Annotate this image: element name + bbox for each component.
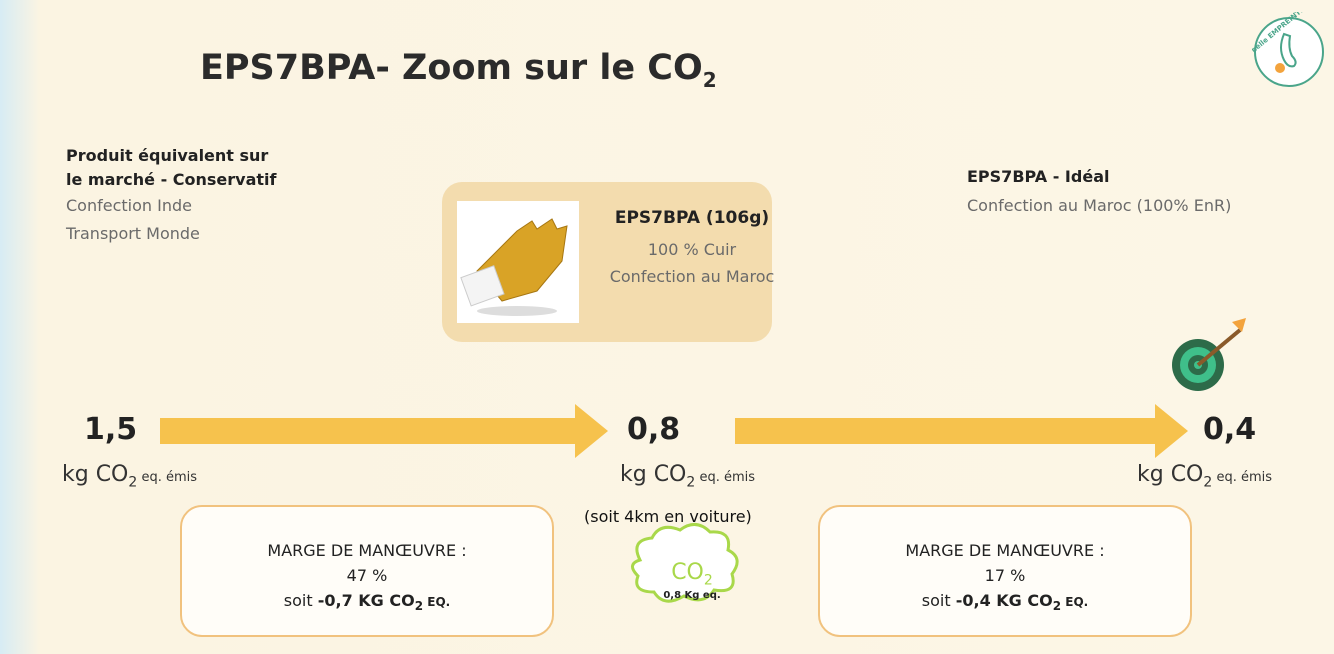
unit-suffix: eq. émis	[137, 470, 197, 485]
unit-sub: 2	[1203, 474, 1212, 490]
note: (soit 4km en voiture)	[584, 507, 752, 526]
arrow	[735, 404, 1188, 458]
unit: kg CO	[1137, 462, 1203, 487]
margin-value: soit -0,4 KG CO2 EQ.	[820, 591, 1190, 613]
margin-percent: 47 %	[182, 566, 552, 585]
point-value: 0,4	[1203, 412, 1256, 447]
margin-title: MARGE DE MANŒUVRE :	[182, 541, 552, 560]
point-value: 0,8	[627, 412, 680, 447]
margin-amount: -0,7 KG CO	[318, 591, 415, 610]
margin-box: MARGE DE MANŒUVRE : 47 % soit -0,7 KG CO…	[180, 505, 554, 637]
margin-suffix: EQ.	[423, 595, 450, 609]
arrow	[160, 404, 608, 458]
cloud-sub: 2	[704, 572, 713, 588]
point-unit: kg CO2 eq. émis	[62, 462, 197, 490]
unit: kg CO	[620, 462, 686, 487]
margin-value: soit -0,7 KG CO2 EQ.	[182, 591, 552, 613]
margin-suffix: EQ.	[1061, 595, 1088, 609]
point-unit: kg CO2 eq. émis	[1137, 462, 1272, 490]
cloud-text: CO2	[640, 560, 744, 588]
unit-suffix: eq. émis	[695, 470, 755, 485]
unit-sub: 2	[686, 474, 695, 490]
target-icon	[1172, 318, 1246, 391]
point-unit: kg CO2 eq. émis	[620, 462, 755, 490]
margin-sub: 2	[415, 599, 423, 613]
margin-amount: -0,4 KG CO	[956, 591, 1053, 610]
margin-prefix: soit	[922, 591, 956, 610]
margin-title: MARGE DE MANŒUVRE :	[820, 541, 1190, 560]
unit-sub: 2	[128, 474, 137, 490]
margin-prefix: soit	[284, 591, 318, 610]
slide: EPS7BPA- Zoom sur le CO2 La belle EMPREI…	[0, 0, 1334, 654]
margin-box: MARGE DE MANŒUVRE : 17 % soit -0,4 KG CO…	[818, 505, 1192, 637]
unit: kg CO	[62, 462, 128, 487]
margin-percent: 17 %	[820, 566, 1190, 585]
cloud-label: 0,8 Kg eq.	[640, 590, 744, 601]
unit-suffix: eq. émis	[1212, 470, 1272, 485]
point-value: 1,5	[84, 412, 137, 447]
cloud-co: CO	[671, 560, 704, 585]
margin-sub: 2	[1053, 599, 1061, 613]
